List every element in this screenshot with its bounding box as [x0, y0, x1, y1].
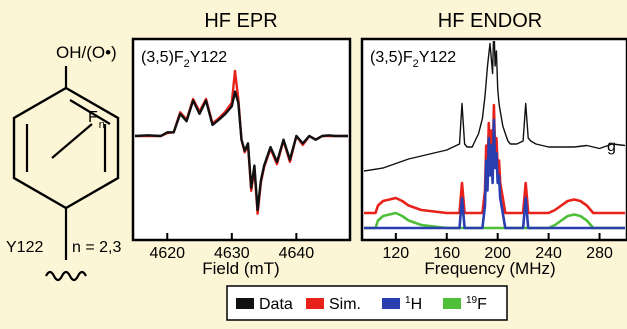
epr-x-axis-label: Field (mT)	[202, 259, 279, 278]
endor-data-trace	[364, 41, 625, 172]
legend: Data Sim. 1H 19F	[226, 285, 508, 321]
legend-swatch	[382, 298, 400, 309]
endor-title: HF ENDOR	[438, 10, 542, 32]
ring-double-bond-top	[69, 99, 111, 125]
endor-trace-group	[364, 41, 625, 230]
backbone-wavy-icon	[45, 270, 87, 282]
endor-sample-label: (3,5)F2Y122	[370, 49, 456, 70]
epr-traces	[134, 69, 348, 215]
legend-swatch	[443, 298, 461, 309]
epr-x-tick-label: 4640	[279, 245, 315, 262]
endor-traces	[364, 41, 625, 230]
legend-label: 19F	[466, 295, 487, 313]
legend-label: 1H	[405, 295, 422, 313]
epr-x-tick-label: 4620	[149, 245, 185, 262]
tyrosine-structure: OH/(O•) Fn Y122 n = 2,3	[6, 43, 121, 282]
epr-sample-label: (3,5)F2Y122	[141, 49, 227, 70]
endor-x-tick-label: 240	[535, 245, 562, 262]
hydroxyl-label: OH/(O•)	[56, 43, 117, 62]
legend-label: Sim.	[329, 296, 361, 313]
fluorine-substituent-bond	[51, 123, 93, 159]
endor-x-tick-label: 120	[382, 245, 409, 262]
residue-label: Y122	[6, 239, 43, 256]
endor-x-tick-label: 200	[484, 245, 511, 262]
epr-x-tick-label: 4630	[214, 245, 250, 262]
epr-series-data	[134, 90, 348, 212]
legend-items: Data Sim. 1H 19F	[236, 295, 487, 313]
epr-x-axis: 4620 4630 4640	[149, 233, 314, 262]
epr-title: HF EPR	[204, 10, 277, 32]
endor-panel: HF ENDOR (3,5)F2Y122 g 120 160 200 240 280 F…	[360, 10, 627, 278]
legend-swatch	[306, 298, 324, 309]
endor-x-axis-label: Frequency (MHz)	[424, 259, 555, 278]
epr-panel: HF EPR (3,5)F2Y122 4620 4630 4640 Field (m…	[131, 10, 352, 278]
endor-g-label: g	[607, 138, 616, 155]
benzene-ring	[12, 86, 120, 210]
endor-1h-trace	[364, 118, 625, 230]
endor-x-tick-label: 160	[433, 245, 460, 262]
endor-x-axis: 120 160 200 240 280	[382, 233, 613, 262]
n-label: n = 2,3	[72, 239, 121, 256]
legend-swatch	[236, 298, 254, 309]
endor-x-tick-label: 280	[586, 245, 613, 262]
legend-label: Data	[259, 296, 293, 313]
fluorine-label: Fn	[88, 109, 105, 131]
